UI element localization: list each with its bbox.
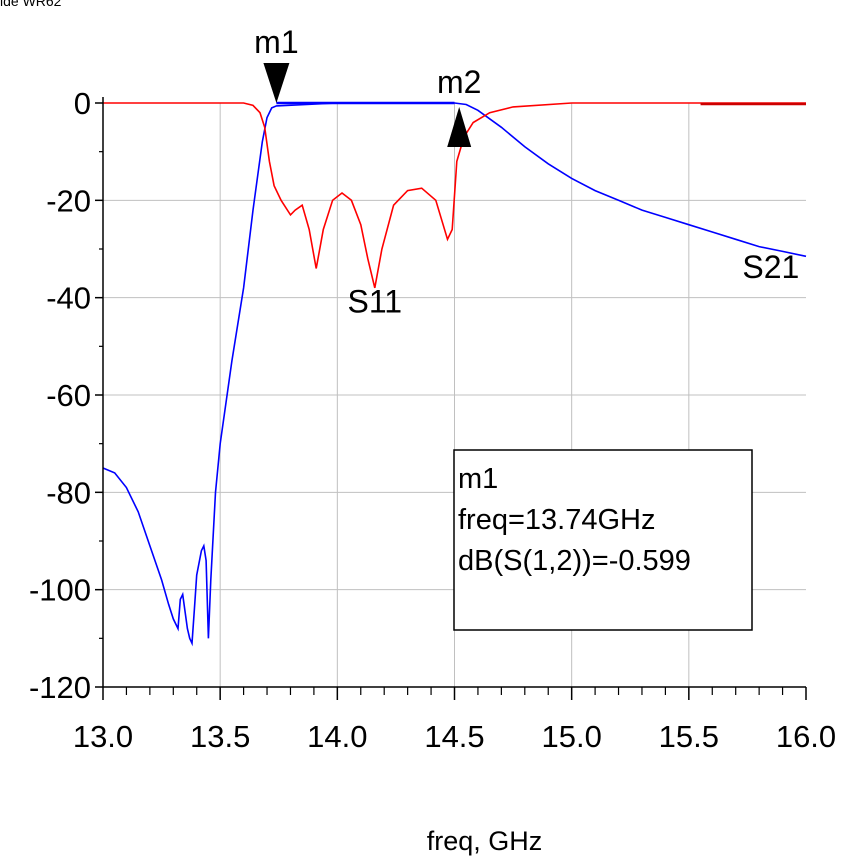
trace-label-s21: S21	[742, 249, 799, 285]
x-tick-label: 13.5	[190, 719, 250, 754]
figure-caption-fragment: ide WR62	[0, 0, 62, 9]
readout-box-frame	[453, 449, 753, 631]
y-tick-label: -20	[46, 183, 91, 218]
marker-m1-label: m1	[254, 24, 298, 60]
x-tick-label: 14.0	[307, 719, 367, 754]
x-tick-label: 15.0	[541, 719, 601, 754]
x-tick-label: 14.5	[424, 719, 484, 754]
y-tick-label: 0	[74, 86, 91, 121]
labels-group: S11 S21	[348, 249, 800, 319]
y-tick-label: -80	[46, 475, 91, 510]
markers-group: m1 m2	[254, 24, 481, 147]
trace-label-s11: S11	[348, 283, 403, 319]
y-tick-label: -100	[29, 573, 91, 608]
marker-m1-triangle	[263, 63, 290, 103]
series-group	[102, 101, 807, 647]
y-tick-label: -120	[29, 670, 91, 705]
axes-group: 0 -20 -40 -60 -80 -100 -120 13.0 13.5 14.0 14.5 15.…	[29, 86, 836, 856]
x-tick-label: 15.5	[659, 719, 719, 754]
marker-m2-label: m2	[437, 64, 481, 100]
x-axis-title: freq, GHz	[427, 826, 543, 856]
y-tick-label: -60	[46, 378, 91, 413]
x-tick-label: 13.0	[73, 719, 133, 754]
series-line-s11	[103, 102, 806, 289]
x-tick-label: 16.0	[776, 719, 836, 754]
marker-readout-box: m1 freq=13.74GHz dB(S(1,2))=-0.599	[453, 449, 753, 631]
y-tick-label: -40	[46, 281, 91, 316]
series-line-s21	[102, 102, 807, 647]
readout-line: m1	[458, 463, 498, 495]
marker-m2-triangle	[447, 107, 472, 147]
readout-line: freq=13.74GHz	[458, 504, 655, 536]
readout-line: dB(S(1,2))=-0.599	[458, 545, 691, 577]
